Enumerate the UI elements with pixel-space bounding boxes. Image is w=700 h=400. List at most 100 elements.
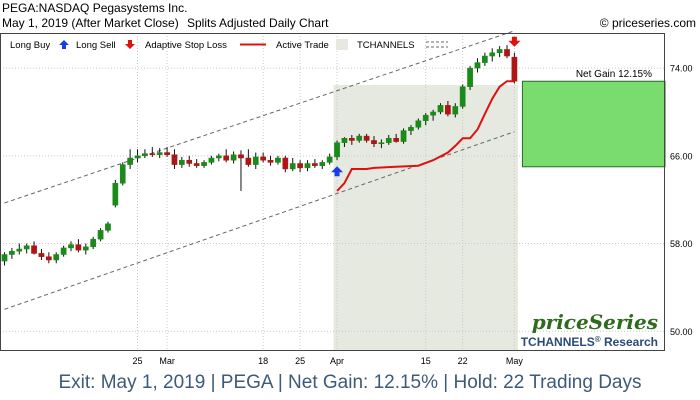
candle-body bbox=[341, 138, 348, 143]
long-sell-arrow bbox=[508, 36, 521, 47]
candle-body bbox=[252, 156, 259, 165]
candle-body bbox=[171, 154, 178, 165]
candle-body bbox=[267, 159, 274, 163]
candle-body bbox=[282, 157, 289, 170]
legend-buy-arrow-icon bbox=[59, 40, 69, 49]
candle-body bbox=[297, 163, 303, 169]
x-tick-label: 22 bbox=[458, 356, 468, 366]
legend-long-sell-label: Long Sell bbox=[76, 40, 116, 51]
candle-body bbox=[90, 238, 97, 248]
candle-body bbox=[112, 182, 119, 206]
candle-body bbox=[304, 163, 311, 169]
candle-body bbox=[275, 157, 281, 163]
research-prefix: TCHANNELS bbox=[521, 335, 595, 349]
candle-body bbox=[459, 86, 466, 107]
y-tick-label: 74.00 bbox=[670, 64, 693, 74]
candle-body bbox=[134, 155, 141, 159]
legend-active-trade-swatch bbox=[336, 39, 348, 50]
candle-body bbox=[156, 152, 163, 155]
candle-body bbox=[334, 142, 340, 158]
x-tick-label: 18 bbox=[258, 356, 268, 366]
candle-body bbox=[223, 155, 230, 161]
candle-body bbox=[482, 55, 488, 63]
candle-body bbox=[230, 154, 237, 161]
candle-body bbox=[31, 245, 37, 254]
candle-body bbox=[142, 153, 148, 157]
stop-loss-line bbox=[336, 80, 515, 192]
candle-body bbox=[179, 159, 185, 165]
candle-body bbox=[215, 155, 222, 159]
candle-body bbox=[16, 248, 23, 252]
candle-body bbox=[474, 62, 481, 69]
candle-body bbox=[186, 159, 193, 164]
candle-body bbox=[496, 49, 503, 53]
candle-body bbox=[9, 250, 15, 255]
candle-body bbox=[289, 163, 296, 170]
candle-body bbox=[208, 157, 215, 163]
candle-body bbox=[430, 111, 436, 116]
candle-body bbox=[97, 230, 104, 240]
legend-long-buy-label: Long Buy bbox=[10, 40, 50, 51]
candle-body bbox=[393, 138, 400, 142]
candle-body bbox=[400, 130, 407, 142]
candle-body bbox=[68, 244, 74, 249]
candle-body bbox=[504, 49, 510, 57]
channel-upper-line bbox=[4, 30, 515, 204]
y-tick-label: 50.00 bbox=[670, 327, 693, 337]
x-tick-label: 25 bbox=[133, 356, 143, 366]
candle-body bbox=[467, 67, 473, 87]
candle-body bbox=[452, 106, 459, 115]
copyright-text: © priceseries.com bbox=[599, 16, 696, 30]
candle-body bbox=[260, 156, 266, 161]
plot-border bbox=[0, 33, 665, 351]
candle-body bbox=[23, 245, 30, 250]
candle-body bbox=[245, 157, 252, 165]
candle-body bbox=[348, 138, 355, 141]
legend-stop-loss-label: Adaptive Stop Loss bbox=[145, 40, 227, 51]
y-tick-label: 58.00 bbox=[670, 239, 693, 249]
candle-body bbox=[53, 254, 60, 261]
candle-body bbox=[326, 156, 333, 163]
candle-body bbox=[82, 246, 89, 251]
trade-summary-footer: Exit: May 1, 2019 | PEGA | Net Gain: 12.… bbox=[58, 372, 642, 393]
candle-body bbox=[378, 142, 385, 145]
long-buy-arrow bbox=[331, 166, 344, 177]
candle-body bbox=[45, 256, 52, 261]
tchannels-research-label: TCHANNELS® Research bbox=[521, 335, 658, 350]
candle-body bbox=[60, 247, 67, 255]
candle-body bbox=[119, 164, 126, 184]
candle-body bbox=[75, 244, 82, 251]
candle-body bbox=[319, 162, 326, 166]
priceseries-logo: priceSeries bbox=[532, 310, 658, 334]
legend-active-trade-label: Active Trade bbox=[276, 40, 329, 51]
candle-body bbox=[511, 56, 518, 82]
candle-body bbox=[371, 140, 377, 145]
candle-body bbox=[312, 163, 318, 166]
candle-body bbox=[489, 52, 496, 57]
candle-body bbox=[356, 135, 363, 141]
x-tick-label: 15 bbox=[421, 356, 431, 366]
chart-kind: Splits Adjusted Daily Chart bbox=[187, 16, 329, 30]
candle-body bbox=[149, 153, 156, 155]
candle-body bbox=[201, 162, 207, 166]
candle-body bbox=[105, 223, 111, 231]
candle-body bbox=[408, 127, 414, 131]
research-suffix: Research bbox=[601, 335, 658, 349]
candle-body bbox=[415, 120, 422, 128]
candle-body bbox=[238, 154, 244, 159]
candle-body bbox=[385, 138, 392, 143]
chart-date: May 1, 2019 (After Market Close) bbox=[2, 16, 179, 30]
plot-background bbox=[0, 33, 665, 351]
x-tick-label: May bbox=[506, 356, 524, 366]
candle-body bbox=[127, 157, 133, 165]
ticker-title: PEGA:NASDAQ Pegasystems Inc. bbox=[2, 1, 188, 15]
candle-body bbox=[1, 254, 8, 262]
net-gain-label: Net Gain 12.15% bbox=[576, 69, 652, 80]
candle-body bbox=[38, 253, 45, 257]
legend-tchannels-label: TCHANNELS bbox=[357, 40, 415, 51]
net-gain-box bbox=[521, 80, 666, 168]
registered-mark: ® bbox=[595, 335, 601, 344]
candle-body bbox=[363, 135, 370, 141]
x-tick-label: Apr bbox=[330, 356, 344, 366]
